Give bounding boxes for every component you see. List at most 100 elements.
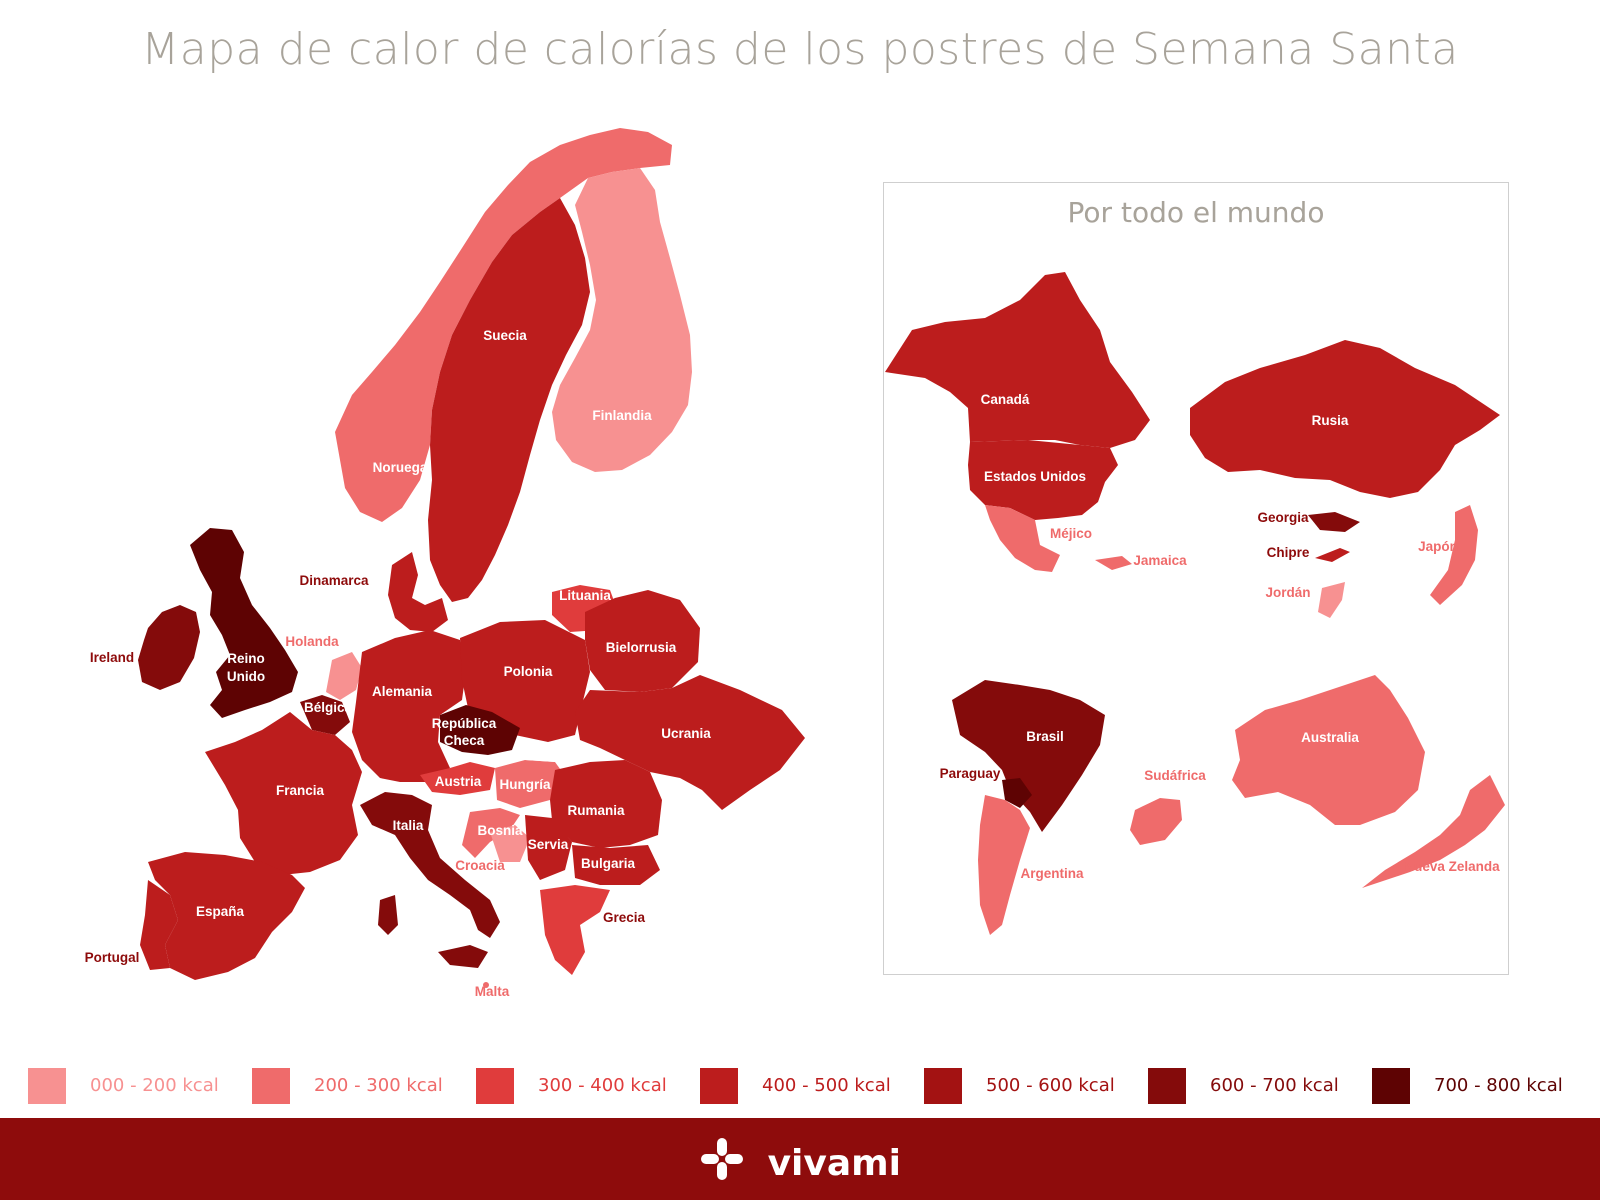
region-francia[interactable] [205, 712, 362, 875]
region-eslovaquia [512, 742, 568, 762]
label-nueva-zelanda: Nueva Zelanda [1404, 859, 1500, 874]
label-alemania: Alemania [372, 684, 433, 699]
region-suecia[interactable] [428, 198, 590, 602]
page-title: Mapa de calor de calorías de los postres… [141, 24, 1459, 75]
region-malta[interactable] [483, 982, 489, 988]
legend: 000 - 200 kcal 200 - 300 kcal 300 - 400 … [0, 1066, 1600, 1106]
region-polonia[interactable] [460, 620, 590, 742]
label-reino-unido-2: Unido [227, 669, 265, 684]
label-rusia: Rusia [1312, 413, 1349, 428]
region-chipre[interactable] [1315, 548, 1350, 562]
label-dinamarca: Dinamarca [299, 573, 369, 588]
region-dinamarca[interactable] [388, 552, 448, 632]
region-rusia[interactable] [1190, 340, 1500, 498]
region-paraguay[interactable] [1002, 778, 1032, 808]
label-lituania: Lituania [559, 588, 611, 603]
label-espana: España [196, 904, 245, 919]
region-alemania[interactable] [352, 630, 466, 782]
label-bielorrusia: Bielorrusia [606, 640, 677, 655]
region-sicilia [438, 945, 488, 968]
region-rumania[interactable] [550, 760, 662, 848]
label-jamaica: Jamaica [1133, 553, 1187, 568]
region-hungria[interactable] [495, 760, 568, 808]
world-inset-title: Por todo el mundo [1067, 196, 1325, 229]
region-jamaica[interactable] [1095, 556, 1132, 570]
label-bosnia: Bosnia [477, 823, 523, 838]
region-canada[interactable] [885, 272, 1150, 448]
region-cerdena [378, 895, 398, 935]
label-australia: Australia [1301, 730, 1359, 745]
label-polonia: Polonia [504, 664, 553, 679]
label-malta: Malta [475, 984, 510, 999]
label-grecia: Grecia [603, 910, 646, 925]
legend-swatch [1372, 1068, 1410, 1104]
region-jordan[interactable] [1318, 582, 1345, 618]
legend-label: 600 - 700 kcal [1210, 1075, 1339, 1096]
region-noruega[interactable] [335, 128, 672, 522]
footer-bar: vivami [0, 1118, 1600, 1200]
label-canada: Canadá [981, 392, 1030, 407]
label-hungria: Hungría [499, 777, 550, 792]
world-inset-frame [883, 182, 1509, 975]
legend-swatch [28, 1068, 66, 1104]
vivami-cross-logo-icon [699, 1136, 745, 1191]
legend-swatch [924, 1068, 962, 1104]
region-estados-unidos[interactable] [968, 440, 1118, 520]
label-italia: Italia [393, 818, 424, 833]
region-espana[interactable] [148, 852, 305, 980]
legend-swatch [700, 1068, 738, 1104]
legend-label: 400 - 500 kcal [762, 1075, 891, 1096]
label-noruega: Noruega [373, 460, 428, 475]
label-sudafrica: Sudáfrica [1144, 768, 1206, 783]
region-holanda[interactable] [326, 652, 362, 700]
label-japon: Japón [1418, 539, 1458, 554]
label-estados-unidos: Estados Unidos [984, 469, 1086, 484]
region-finlandia[interactable] [552, 168, 692, 472]
region-grecia[interactable] [540, 885, 610, 975]
label-brasil: Brasil [1026, 729, 1064, 744]
region-georgia[interactable] [1308, 512, 1360, 532]
region-servia[interactable] [525, 815, 572, 880]
legend-label: 700 - 800 kcal [1434, 1075, 1563, 1096]
legend-swatch [1148, 1068, 1186, 1104]
legend-label: 000 - 200 kcal [90, 1075, 219, 1096]
label-suecia: Suecia [483, 328, 527, 343]
region-ireland[interactable] [138, 605, 200, 690]
region-reino-unido[interactable] [190, 528, 298, 718]
region-bosnia[interactable] [490, 825, 530, 862]
label-holanda: Holanda [285, 634, 339, 649]
world-map: Canadá Estados Unidos Méjico Jamaica Rus… [885, 272, 1505, 935]
region-belgica[interactable] [300, 695, 350, 735]
region-australia[interactable] [1232, 675, 1425, 825]
label-ireland: Ireland [90, 650, 134, 665]
europe-map: Suecia Finlandia Noruega Dinamarca Litua… [85, 128, 805, 999]
label-rumania: Rumania [567, 803, 625, 818]
region-republica-checa[interactable] [440, 705, 520, 755]
region-bulgaria[interactable] [572, 845, 660, 885]
legend-swatch [476, 1068, 514, 1104]
legend-swatch [252, 1068, 290, 1104]
region-brasil[interactable] [952, 680, 1105, 832]
brand-name: vivami [767, 1143, 901, 1184]
region-japon[interactable] [1430, 505, 1478, 605]
legend-label: 500 - 600 kcal [986, 1075, 1115, 1096]
label-bulgaria: Bulgaria [581, 856, 636, 871]
region-portugal[interactable] [140, 880, 178, 970]
region-nueva-zelanda[interactable] [1362, 775, 1505, 888]
region-argentina[interactable] [978, 795, 1030, 935]
region-bielorrusia[interactable] [585, 590, 700, 692]
label-republica-checa-1: República [432, 716, 497, 731]
region-italia[interactable] [360, 792, 500, 938]
label-republica-checa-2: Checa [444, 733, 485, 748]
label-belgica: Bélgica [304, 700, 353, 715]
label-mejico: Méjico [1050, 526, 1092, 541]
label-jordan: Jordán [1265, 585, 1310, 600]
region-sudafrica[interactable] [1130, 798, 1182, 845]
region-mejico[interactable] [985, 505, 1060, 572]
brand-logo[interactable]: vivami [0, 1136, 1600, 1191]
region-ucrania[interactable] [575, 675, 805, 810]
label-ucrania: Ucrania [661, 726, 711, 741]
label-chipre: Chipre [1267, 545, 1310, 560]
label-paraguay: Paraguay [940, 766, 1001, 781]
region-austria[interactable] [420, 762, 495, 795]
